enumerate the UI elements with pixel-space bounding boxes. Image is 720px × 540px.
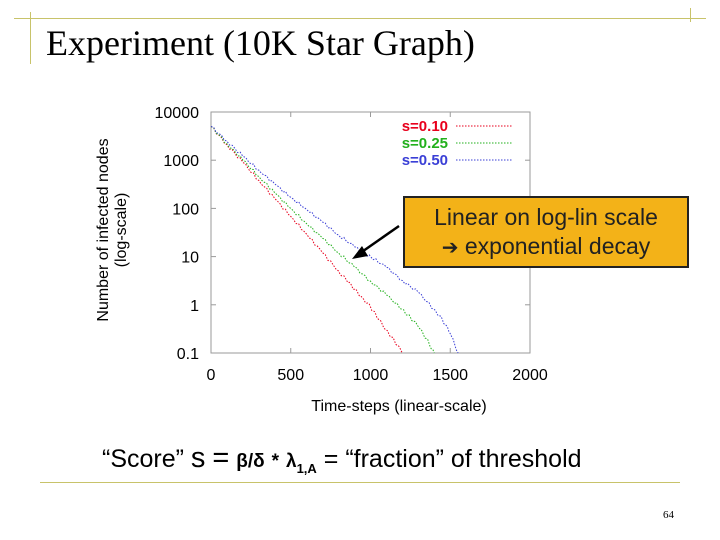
decay-chart: 0.1 1 10 100 1000 10000 0 500 1000 1500 2000 s=0.10… [155, 105, 548, 384]
score-equals-2: = [323, 445, 339, 473]
callout-pointer-arrowhead [352, 246, 368, 259]
legend-label: s=0.25 [402, 135, 448, 152]
x-tick-label: 500 [277, 367, 304, 384]
callout-line2: exponential decay [464, 233, 651, 259]
slide-title: Experiment (10K Star Graph) [46, 23, 475, 63]
score-formula: “Score” s = β/δ * λ1,A = “fraction” of t… [102, 442, 582, 476]
series-line [210, 126, 435, 354]
lambda-subscript: 1,A [296, 461, 317, 476]
series-line [210, 126, 403, 354]
y-tick-label: 10 [181, 250, 199, 267]
y-tick-label: 10000 [155, 105, 200, 122]
page-number: 64 [663, 509, 674, 521]
x-axis-label: Time-steps (linear-scale) [311, 398, 487, 415]
legend-label: s=0.10 [402, 118, 448, 135]
legend-label: s=0.50 [402, 152, 448, 169]
y-tick-label: 1000 [163, 153, 199, 170]
y-tick-label: 100 [172, 201, 199, 218]
callout-line1: Linear on log-lin scale [434, 204, 658, 230]
score-quote: “Score” [102, 445, 184, 473]
callout-box: Linear on log-lin scale ➔ exponential de… [403, 196, 689, 268]
right-arrow-icon: ➔ [441, 235, 459, 259]
x-tick-label: 1500 [432, 367, 468, 384]
y-tick-label: 0.1 [177, 346, 199, 363]
callout-line2-row: ➔ exponential decay [405, 232, 687, 262]
x-tick-label: 0 [207, 367, 216, 384]
beta-over-delta: β/δ [236, 451, 265, 472]
frame-bottom-line [40, 482, 680, 483]
frame-vertical-line [30, 12, 31, 64]
score-tail: “fraction” of threshold [345, 445, 582, 473]
y-tick-label: 1 [190, 298, 199, 315]
x-tick-label: 1000 [353, 367, 389, 384]
score-equals: = [212, 442, 230, 474]
score-symbol: s [190, 442, 206, 474]
x-tick-label: 2000 [512, 367, 548, 384]
lambda-symbol: λ [285, 451, 297, 472]
times-symbol: * [271, 451, 280, 472]
series-line [210, 126, 459, 354]
frame-top-line [14, 18, 706, 19]
frame-right-line [690, 8, 691, 22]
